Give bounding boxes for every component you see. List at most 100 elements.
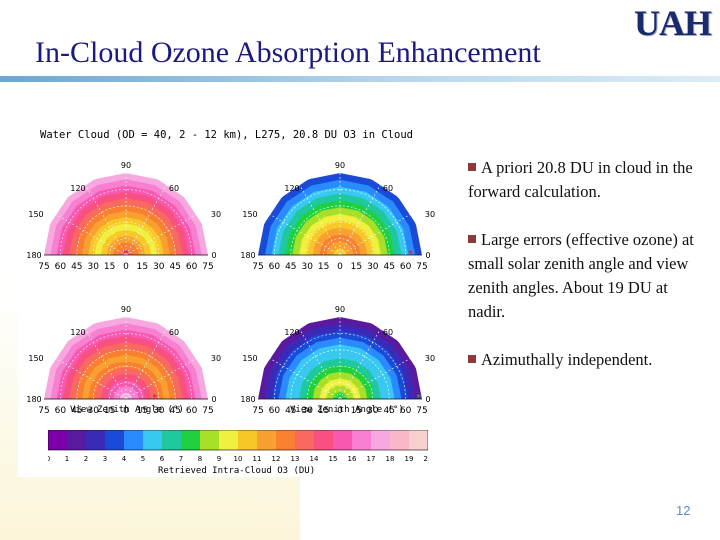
- angle-label: 30: [211, 210, 221, 219]
- angle-label: 30: [425, 354, 435, 363]
- colorbar-tick-label: 12: [272, 455, 281, 463]
- grid-ring: [92, 365, 160, 400]
- spoke-line: [339, 327, 382, 400]
- zenith-tick-label: 45: [71, 406, 82, 416]
- grid-ring: [109, 382, 143, 400]
- zenith-tick-label: 75: [252, 406, 263, 416]
- grid-ring: [274, 333, 406, 400]
- colorbar-swatch: [390, 430, 410, 450]
- grid-ring: [306, 221, 374, 256]
- zenith-tick-label: 15: [104, 406, 115, 416]
- spoke-line: [125, 183, 168, 256]
- polar-panel-bottom-left: 90 120 60 150 30 180 0 75 60 45 30 15 0 15 30 45 60 75 *: [26, 287, 226, 427]
- angle-label: 120: [284, 184, 299, 193]
- colorbar-tick-label: 19: [405, 455, 414, 463]
- figure-title: Water Cloud (OD = 40, 2 - 12 km), L275, …: [40, 129, 413, 141]
- polar-panel-bottom-right: 90 120 60 150 30 180 0 75 60 45 30 15 0 15 30 45 60 75 *: [240, 287, 440, 427]
- angle-label: 60: [383, 328, 393, 337]
- spoke-line: [339, 213, 412, 256]
- grid-ring: [290, 349, 390, 400]
- bullet-marker-icon: [468, 163, 476, 172]
- colorbar-swatch: [105, 430, 125, 450]
- zenith-tick-label: 30: [367, 406, 379, 416]
- zenith-tick-label: 30: [87, 406, 99, 416]
- colorbar-tick-label: 11: [253, 455, 262, 463]
- contour-band: [119, 392, 133, 399]
- contour-band: [119, 248, 133, 255]
- zenith-tick-label: 60: [186, 262, 198, 272]
- angle-label: 120: [70, 328, 85, 337]
- contour-band: [333, 392, 347, 399]
- colorbar-tick-label: 10: [234, 455, 243, 463]
- angle-label: 180: [240, 395, 255, 404]
- zenith-tick-label: 15: [351, 406, 362, 416]
- zenith-tick-label: 45: [383, 406, 394, 416]
- zenith-tick-label: 75: [38, 406, 49, 416]
- colorbar-swatch: [48, 430, 68, 450]
- angle-label: 120: [284, 328, 299, 337]
- contour-band: [326, 385, 354, 399]
- x-axis-label-left: View Zenith Angle (°): [70, 405, 184, 415]
- colorbar-swatch: [276, 430, 296, 450]
- contour-band: [333, 248, 347, 255]
- grid-ring: [257, 316, 423, 400]
- grid-ring: [109, 238, 143, 256]
- zenith-tick-label: 15: [104, 262, 115, 272]
- grid-ring: [306, 365, 374, 400]
- colorbar-swatch: [181, 430, 201, 450]
- angle-label: 90: [121, 305, 131, 314]
- zenith-tick-label: 45: [71, 262, 82, 272]
- zenith-tick-label: 75: [416, 262, 427, 272]
- colorbar-tick-label: 9: [217, 455, 221, 463]
- zenith-tick-label: 15: [318, 262, 329, 272]
- zenith-tick-label: 60: [55, 406, 67, 416]
- colorbar-swatch: [257, 430, 277, 450]
- zenith-tick-label: 30: [153, 406, 165, 416]
- zenith-tick-label: 60: [400, 262, 412, 272]
- colorbar-swatch: [333, 430, 353, 450]
- page-number: 12: [676, 503, 691, 518]
- colorbar-swatch: [124, 430, 144, 450]
- grid-ring: [92, 221, 160, 256]
- zenith-tick-label: 45: [169, 406, 180, 416]
- colorbar-swatch: [200, 430, 220, 450]
- colorbar-swatch: [409, 430, 429, 450]
- colorbar-swatch: [86, 430, 106, 450]
- zenith-tick-label: 60: [269, 406, 281, 416]
- spoke-line: [54, 357, 127, 400]
- angle-label: 180: [240, 251, 255, 260]
- colorbar-tick-label: 7: [179, 455, 183, 463]
- angle-label: 120: [70, 184, 85, 193]
- angle-label: 0: [425, 251, 430, 260]
- spoke-line: [298, 327, 341, 400]
- bullet-list: A priori 20.8 DU in cloud in the forward…: [468, 156, 708, 396]
- zenith-tick-label: 30: [301, 262, 313, 272]
- grid-ring: [274, 189, 406, 256]
- zenith-tick-label: 0: [123, 262, 129, 272]
- grid-ring: [43, 172, 209, 256]
- sun-position-icon: *: [152, 393, 157, 404]
- zenith-tick-label: 45: [285, 406, 296, 416]
- uah-logo: UAH: [634, 3, 712, 43]
- zenith-tick-label: 15: [318, 406, 329, 416]
- colorbar-tick-label: 1: [65, 455, 69, 463]
- bullet-marker-icon: [468, 235, 476, 244]
- grid-ring: [290, 205, 390, 256]
- grid-ring: [60, 189, 192, 256]
- bullet-text: A priori 20.8 DU in cloud in the forward…: [468, 158, 693, 201]
- grid-ring: [60, 333, 192, 400]
- zenith-tick-label: 60: [55, 262, 67, 272]
- colorbar-tick-label: 2: [84, 455, 88, 463]
- bullet-item: A priori 20.8 DU in cloud in the forward…: [468, 156, 708, 204]
- zenith-tick-label: 75: [38, 262, 49, 272]
- spoke-line: [84, 327, 127, 400]
- contour-band: [326, 241, 354, 255]
- colorbar-swatch: [67, 430, 87, 450]
- spoke-line: [339, 183, 382, 256]
- spoke-line: [84, 183, 127, 256]
- angle-label: 0: [425, 395, 430, 404]
- angle-label: 30: [211, 354, 221, 363]
